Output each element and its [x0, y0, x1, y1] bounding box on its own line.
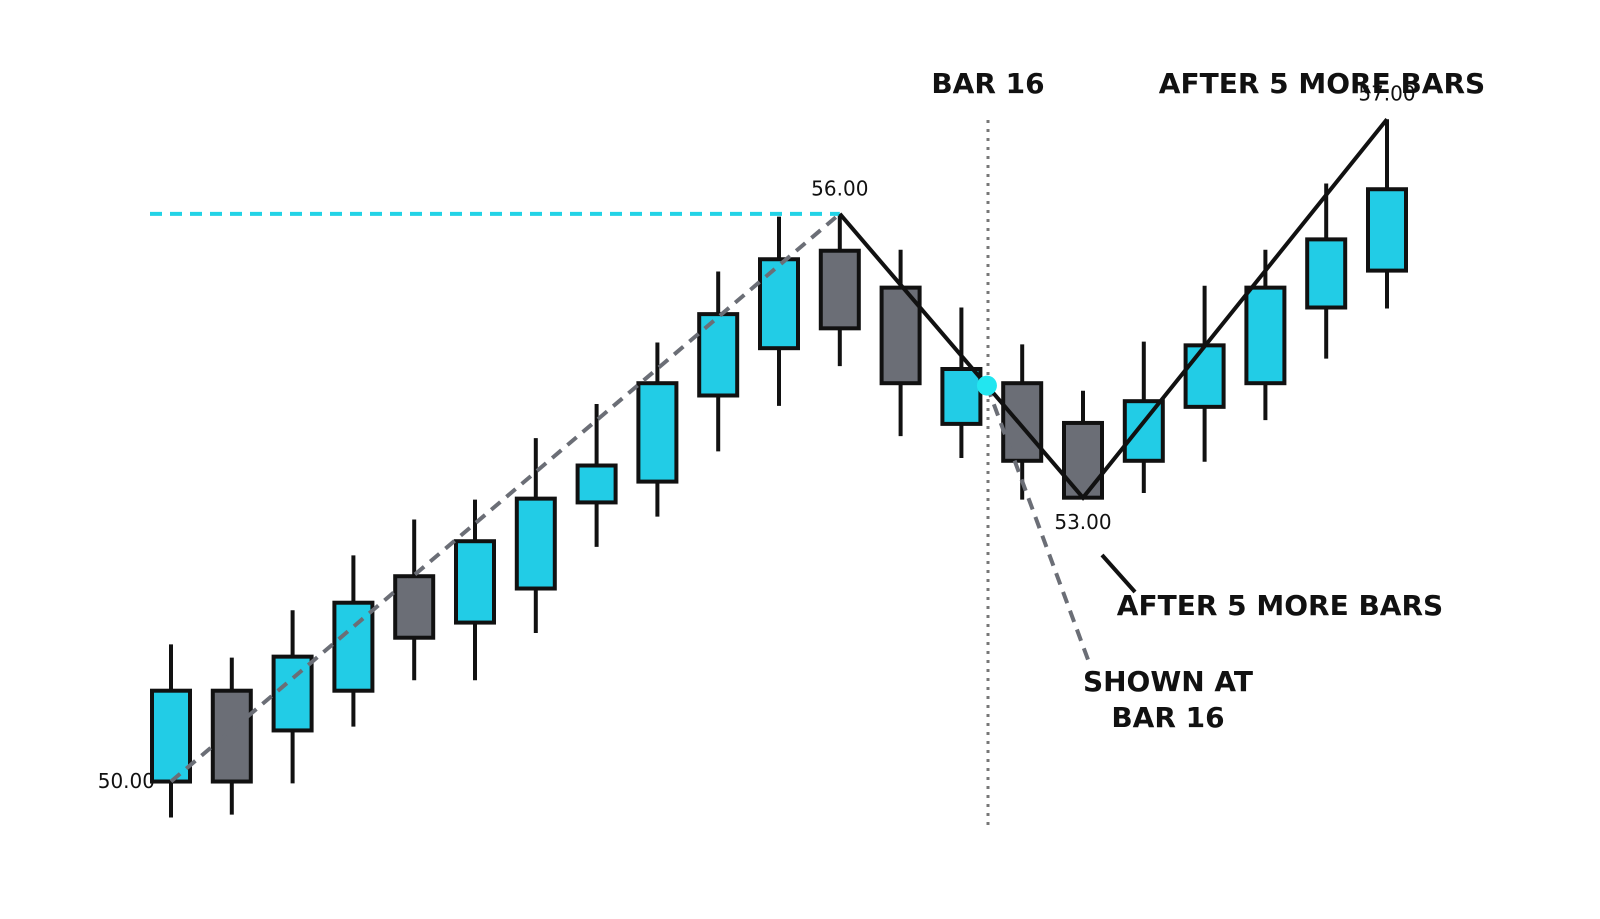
candle-body — [1122, 399, 1165, 463]
candle-body — [1183, 343, 1226, 409]
candle-body — [271, 654, 314, 733]
candle-body — [818, 248, 861, 331]
candle-body — [1366, 187, 1408, 273]
trend-line — [169, 212, 842, 784]
candle-body — [150, 688, 192, 784]
candle-body — [210, 688, 253, 784]
candle-body — [1062, 420, 1104, 500]
pivot-label: 50.00 — [98, 769, 155, 793]
candle-body — [636, 381, 679, 484]
candle-body — [1244, 285, 1287, 386]
candle-body — [575, 463, 618, 505]
annotation-pointer — [1100, 553, 1137, 594]
candle-body — [454, 539, 496, 625]
annotation: SHOWN AT — [1083, 665, 1253, 698]
annotation: BAR 16 — [1111, 701, 1224, 734]
candle-body — [514, 496, 557, 591]
candle-body — [940, 367, 983, 426]
annotation: AFTER 5 MORE BARS — [1117, 589, 1443, 622]
pivot-label: 53.00 — [1054, 510, 1111, 534]
annotation: AFTER 5 MORE BARS — [1159, 67, 1485, 100]
pivot-label: 57.00 — [1358, 82, 1415, 106]
candle-body — [332, 600, 375, 693]
annotation: BAR 16 — [931, 67, 1044, 100]
bar-16-dot — [976, 375, 997, 396]
projection-line — [985, 384, 1092, 666]
zigzag — [838, 117, 1389, 501]
candle-body — [758, 257, 800, 351]
candle-body — [1305, 237, 1348, 310]
pivot-label: 56.00 — [811, 176, 868, 200]
